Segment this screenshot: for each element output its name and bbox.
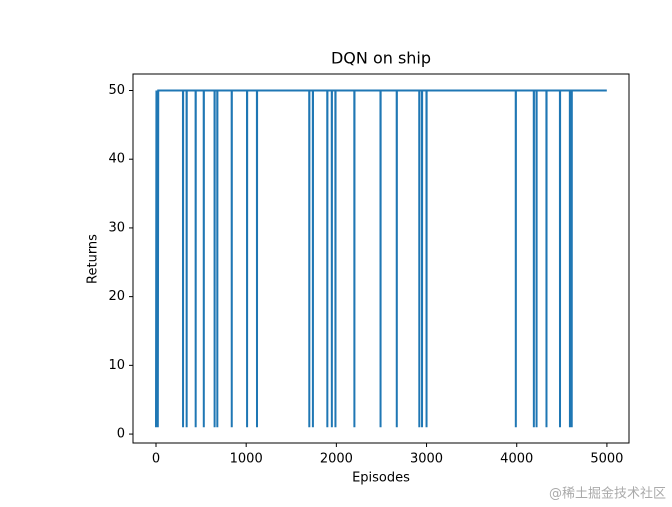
y-axis-label: Returns — [86, 234, 101, 284]
watermark: @稀土掘金技术社区 — [549, 486, 666, 502]
y-tick-label: 30 — [108, 220, 125, 235]
y-tick-label: 10 — [108, 358, 125, 373]
x-axis-label: Episodes — [352, 471, 410, 486]
x-tick-label: 3000 — [410, 452, 443, 467]
y-tick-label: 20 — [108, 289, 125, 304]
x-tick-label: 5000 — [590, 452, 623, 467]
x-tick-label: 2000 — [320, 452, 353, 467]
x-tick-label: 0 — [152, 452, 160, 467]
x-tick-label: 1000 — [230, 452, 263, 467]
y-tick-label: 40 — [108, 152, 125, 167]
plot-frame — [132, 73, 630, 444]
y-tick-label: 50 — [108, 83, 125, 98]
chart-title: DQN on ship — [331, 49, 431, 68]
data-line — [154, 89, 607, 428]
y-tick-label: 0 — [117, 427, 125, 442]
x-tick-label: 4000 — [500, 452, 533, 467]
